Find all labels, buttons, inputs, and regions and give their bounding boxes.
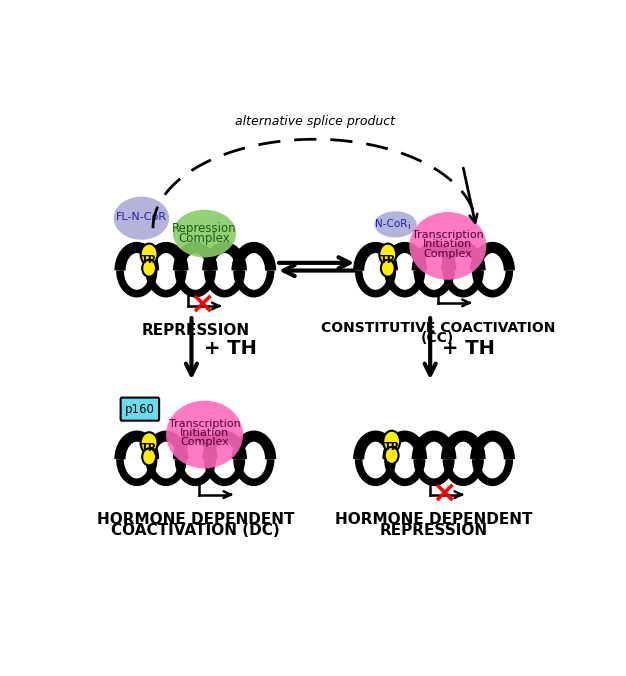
Text: Complex: Complex: [424, 249, 472, 259]
Text: Complex: Complex: [178, 233, 230, 245]
Ellipse shape: [142, 260, 156, 276]
Text: TR: TR: [141, 255, 157, 265]
Text: Initiation: Initiation: [180, 428, 229, 438]
Ellipse shape: [173, 210, 236, 258]
Text: Transcription: Transcription: [412, 230, 484, 240]
Text: TR: TR: [384, 442, 400, 452]
Text: i: i: [408, 222, 410, 231]
Text: ×: ×: [188, 290, 214, 319]
Ellipse shape: [385, 447, 399, 464]
Text: COACTIVATION (DC): COACTIVATION (DC): [111, 523, 280, 538]
Text: alternative splice product: alternative splice product: [235, 116, 394, 128]
Text: HORMONE DEPENDENT: HORMONE DEPENDENT: [336, 512, 533, 527]
Ellipse shape: [383, 431, 400, 452]
Text: Transcription: Transcription: [168, 418, 240, 429]
Text: ×: ×: [431, 479, 457, 508]
Ellipse shape: [381, 260, 395, 276]
Text: HORMONE DEPENDENT: HORMONE DEPENDENT: [96, 512, 294, 527]
Ellipse shape: [141, 432, 158, 454]
Text: REPRESSION: REPRESSION: [380, 523, 488, 538]
Text: TR: TR: [380, 255, 396, 265]
Text: + TH: + TH: [443, 339, 495, 358]
Text: (CC): (CC): [421, 331, 454, 345]
Text: p160: p160: [125, 403, 155, 416]
FancyBboxPatch shape: [121, 397, 159, 420]
Text: REPRESSION: REPRESSION: [141, 323, 249, 338]
Text: Initiation: Initiation: [423, 239, 473, 249]
Ellipse shape: [374, 212, 417, 237]
Text: FL-N-CoR: FL-N-CoR: [116, 212, 167, 222]
Ellipse shape: [379, 243, 396, 265]
Ellipse shape: [142, 448, 156, 465]
Ellipse shape: [166, 401, 243, 468]
Text: TR: TR: [141, 443, 157, 454]
Text: Complex: Complex: [180, 437, 229, 448]
Text: + TH: + TH: [204, 339, 257, 358]
Text: Repression: Repression: [172, 222, 237, 235]
Ellipse shape: [409, 212, 486, 280]
Ellipse shape: [114, 197, 169, 240]
Ellipse shape: [141, 243, 158, 265]
Text: CONSTITUTIVE COACTIVATION: CONSTITUTIVE COACTIVATION: [321, 320, 555, 335]
Text: N-CoR: N-CoR: [376, 219, 408, 229]
